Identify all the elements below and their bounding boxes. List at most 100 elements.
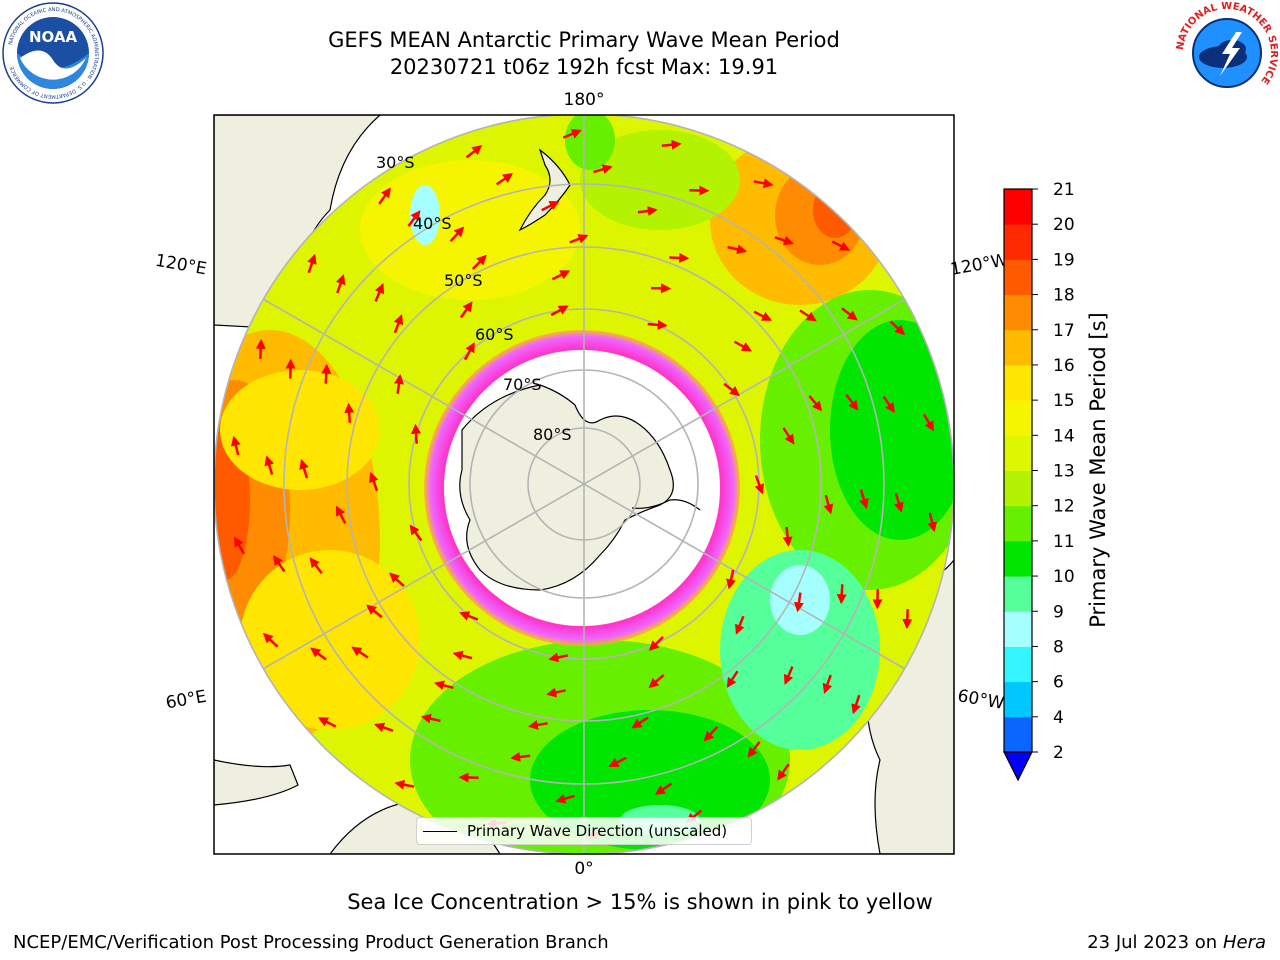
lat-label-40s: 40°S [413,214,452,233]
wave-direction-arrow [378,187,391,205]
wave-direction-arrow [841,307,858,321]
map-area [214,115,954,854]
noaa-logo: NOAA NATIONAL OCEANIC AND ATMOSPHERIC AD… [2,2,104,104]
wave-direction-arrow [782,427,795,445]
title-line-2: 20230721 t06z 192h fcst Max: 19.91 [389,55,779,79]
lon-label-60e: 60°E [164,687,208,714]
wave-direction-arrow [321,363,332,384]
wave-direction-arrow [407,210,421,227]
wave-direction-arrow [465,145,483,159]
colorbar-cell [1004,716,1032,753]
wave-direction-arrow [647,319,668,330]
wave-direction-arrow [527,720,548,730]
wave-direction-arrow [723,382,740,397]
colorbar-tick-label: 17 [1053,321,1075,341]
lat-label-80s: 80°S [533,425,572,444]
lat-label-70s: 70°S [503,375,542,394]
map-legend: Primary Wave Direction (unscaled) [416,817,752,845]
wave-direction-arrow [366,604,383,619]
colorbar-tick-label: 13 [1053,462,1075,482]
colorbar-cell [1004,470,1032,507]
wave-direction-arrow [661,139,682,150]
wave-direction-arrow [882,395,895,414]
colorbar-cell [1004,364,1032,401]
map-frame [213,114,955,855]
wave-direction-arrow [726,569,736,590]
colorbar-cell [1004,435,1032,471]
wave-direction-arrow [808,395,823,412]
wave-direction-arrow [452,650,473,661]
colorbar-cell [1004,505,1032,542]
lat-label-60s: 60°S [475,325,514,344]
colorbar-cell [1004,681,1032,718]
wave-direction-arrow [922,413,935,432]
colorbar-tick-label: 6 [1053,673,1064,693]
wave-direction-arrow [726,670,739,688]
colorbar-cell [1004,294,1032,331]
wave-direction-arrow [555,793,575,804]
wave-direction-arrow [727,244,748,255]
colorbar-extend-min [1003,751,1033,782]
wave-direction-arrow [374,283,385,302]
wave-direction-arrow [546,687,566,698]
wave-direction-arrow [310,647,327,661]
wave-direction-arrow [230,435,241,456]
wave-direction-arrow [394,374,404,394]
wave-direction-arrow [309,557,323,574]
wave-direction-arrow [394,779,415,790]
wave-direction-arrow [927,512,938,533]
footer-date: 23 Jul 2023 on Hera [1087,932,1266,953]
wave-direction-arrow [449,226,465,243]
colorbar-tick-label: 14 [1053,426,1075,446]
title-line-1: GEFS MEAN Antarctic Primary Wave Mean Pe… [328,28,840,52]
wave-direction-arrow [233,536,246,555]
wave-direction-arrow [550,305,569,317]
colorbar-cell [1004,400,1032,436]
wave-direction-arrow [822,674,833,694]
wave-direction-arrow [735,615,745,635]
wave-direction-arrow [654,782,673,795]
new-zealand-land [518,148,571,232]
wave-direction-arrow [344,402,355,423]
lat-label-50s: 50°S [444,271,483,290]
wave-direction-arrow [335,274,346,294]
wave-direction-arrow [420,713,441,724]
wave-direction-arrow [648,674,665,689]
colorbar-tick-label: 16 [1053,356,1075,376]
colorbar-tick-label: 8 [1053,637,1064,657]
wave-direction-arrow [648,636,664,651]
wave-direction-arrow [753,310,772,321]
wave-direction-arrow [774,235,794,246]
wave-direction-arrow [459,611,479,621]
wave-direction-arrow [902,609,913,630]
wave-direction-arrow [782,526,793,547]
colorbar-cell [1004,611,1032,647]
colorbar-cell [1004,540,1032,577]
noaa-logo-text: NOAA [29,28,78,46]
lon-label-0: 0° [574,859,593,879]
wave-direction-arrow [264,455,275,475]
wave-direction-arrow [551,270,571,281]
wave-direction-arrow [637,206,658,216]
wave-direction-arrow [351,646,369,659]
wave-direction-arrows [230,129,938,839]
colorbar-tick-label: 20 [1053,215,1075,235]
colorbar-tick-label: 18 [1053,286,1075,306]
colorbar-cell [1004,576,1032,612]
wave-direction-arrow [562,129,582,139]
antarctica-land [459,384,674,591]
nws-logo: NATIONAL WEATHER SERVICE [1176,2,1278,103]
wave-direction-arrow [495,173,514,186]
lat-label-30s: 30°S [376,153,415,172]
colorbar-tick-label: 11 [1053,532,1075,552]
wave-direction-arrow [836,584,847,605]
legend-line-sample [423,831,457,832]
colorbar-cell [1004,329,1032,366]
wave-direction-arrow [393,314,404,334]
wave-direction-arrow [851,694,861,715]
wave-direction-arrow [783,666,794,685]
wave-direction-arrow [889,320,906,336]
wave-direction-arrow [335,505,347,524]
wave-direction-arrow [793,592,804,613]
